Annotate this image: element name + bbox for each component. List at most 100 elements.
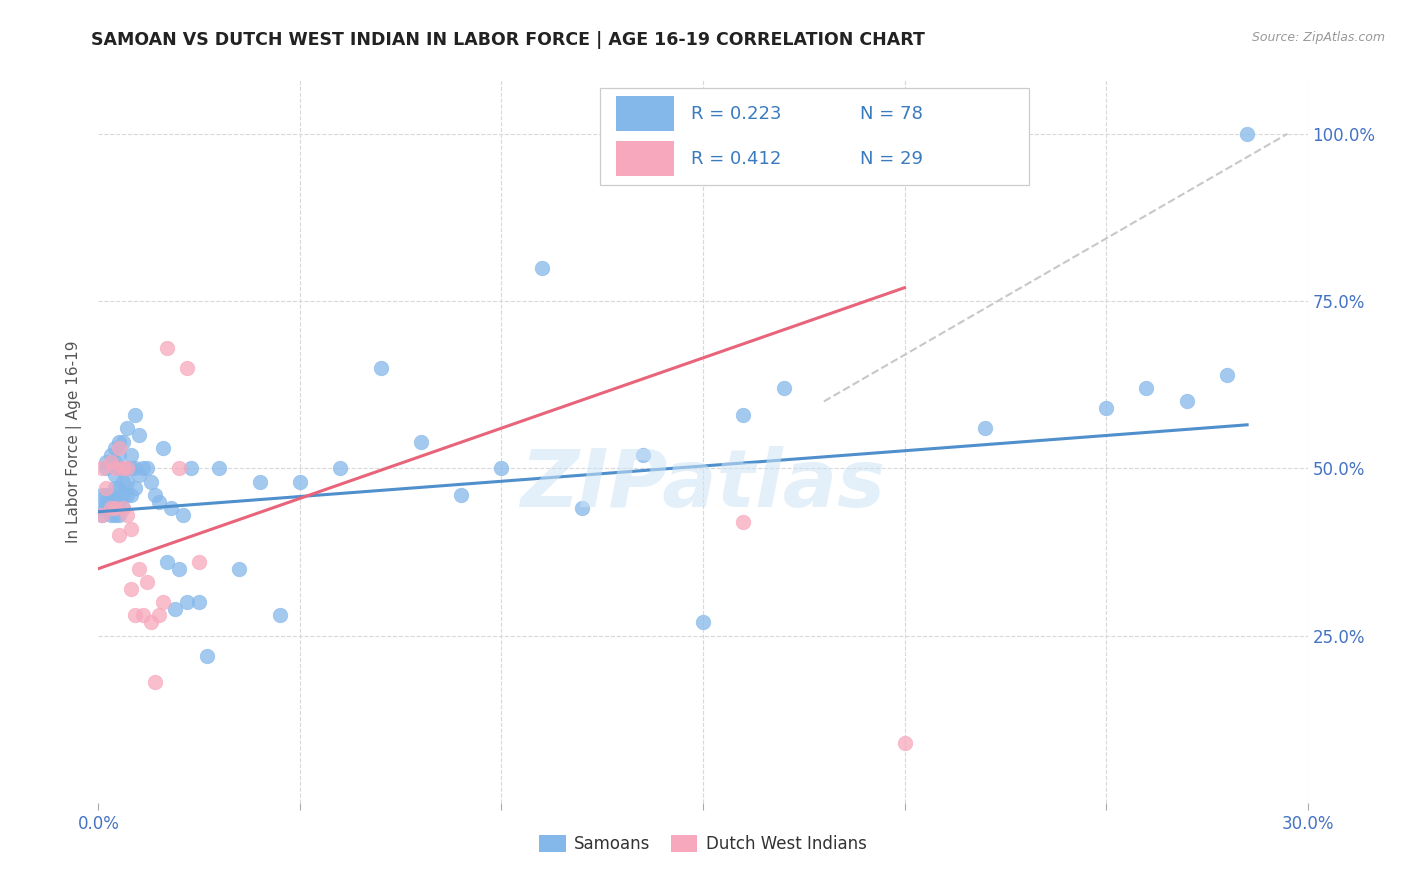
Point — [188, 595, 211, 609]
Point — [974, 421, 997, 435]
Point — [100, 488, 122, 502]
Point — [571, 501, 593, 516]
Point — [1236, 127, 1258, 141]
Point — [111, 501, 134, 516]
Point — [100, 501, 122, 516]
Point — [107, 482, 129, 496]
Point — [132, 461, 155, 475]
Point — [100, 448, 122, 462]
Point — [172, 508, 194, 523]
Point — [115, 488, 138, 502]
Point — [530, 260, 553, 275]
Point — [96, 461, 118, 475]
FancyBboxPatch shape — [616, 96, 673, 131]
Point — [1095, 401, 1118, 416]
Point — [120, 521, 142, 535]
Point — [103, 455, 125, 469]
Text: ZIPatlas: ZIPatlas — [520, 446, 886, 524]
Point — [115, 421, 138, 435]
Point — [107, 494, 129, 508]
Point — [176, 595, 198, 609]
Point — [91, 501, 114, 516]
Point — [115, 461, 138, 475]
FancyBboxPatch shape — [616, 141, 673, 177]
Point — [692, 615, 714, 630]
Point — [228, 562, 250, 576]
Point — [96, 482, 118, 496]
Point — [111, 501, 134, 516]
Point — [370, 361, 392, 376]
Point — [124, 482, 146, 496]
Point — [143, 675, 166, 690]
Point — [491, 461, 513, 475]
Point — [163, 602, 186, 616]
Point — [120, 582, 142, 596]
Point — [195, 648, 218, 663]
Point — [120, 488, 142, 502]
Text: N = 29: N = 29 — [860, 150, 924, 168]
Point — [160, 501, 183, 516]
Point — [148, 494, 170, 508]
Point — [139, 615, 162, 630]
Point — [143, 488, 166, 502]
Point — [135, 461, 157, 475]
Point — [91, 508, 114, 523]
Point — [91, 461, 114, 475]
Legend: Samoans, Dutch West Indians: Samoans, Dutch West Indians — [533, 828, 873, 860]
Point — [96, 455, 118, 469]
Point — [132, 608, 155, 623]
Point — [103, 494, 125, 508]
Point — [111, 461, 134, 475]
Point — [128, 562, 150, 576]
Point — [111, 488, 134, 502]
Point — [107, 442, 129, 455]
Point — [103, 461, 125, 475]
Point — [208, 461, 231, 475]
Point — [180, 461, 202, 475]
Point — [128, 467, 150, 482]
Point — [631, 448, 654, 462]
Point — [139, 475, 162, 489]
Point — [156, 341, 179, 355]
Point — [115, 475, 138, 489]
Point — [269, 608, 291, 623]
Text: Source: ZipAtlas.com: Source: ZipAtlas.com — [1251, 31, 1385, 45]
Point — [100, 455, 122, 469]
Point — [100, 494, 122, 508]
FancyBboxPatch shape — [600, 87, 1029, 185]
Point — [111, 434, 134, 449]
Point — [124, 461, 146, 475]
Text: N = 78: N = 78 — [860, 105, 924, 123]
Point — [111, 475, 134, 489]
Point — [107, 448, 129, 462]
Point — [156, 555, 179, 569]
Point — [733, 408, 755, 422]
Point — [288, 475, 311, 489]
Point — [152, 595, 174, 609]
Point — [249, 475, 271, 489]
Point — [91, 488, 114, 502]
Point — [124, 608, 146, 623]
Point — [103, 508, 125, 523]
Point — [772, 381, 794, 395]
Point — [128, 427, 150, 442]
Point — [409, 434, 432, 449]
Point — [135, 575, 157, 590]
Point — [167, 562, 190, 576]
Point — [107, 434, 129, 449]
Point — [188, 555, 211, 569]
Point — [124, 408, 146, 422]
Point — [450, 488, 472, 502]
Point — [115, 508, 138, 523]
Point — [115, 461, 138, 475]
Point — [103, 482, 125, 496]
Text: R = 0.223: R = 0.223 — [690, 105, 782, 123]
Point — [148, 608, 170, 623]
Text: R = 0.412: R = 0.412 — [690, 150, 782, 168]
Point — [96, 501, 118, 516]
Point — [96, 488, 118, 502]
Point — [96, 494, 118, 508]
Point — [120, 448, 142, 462]
Point — [176, 361, 198, 376]
Point — [1135, 381, 1157, 395]
